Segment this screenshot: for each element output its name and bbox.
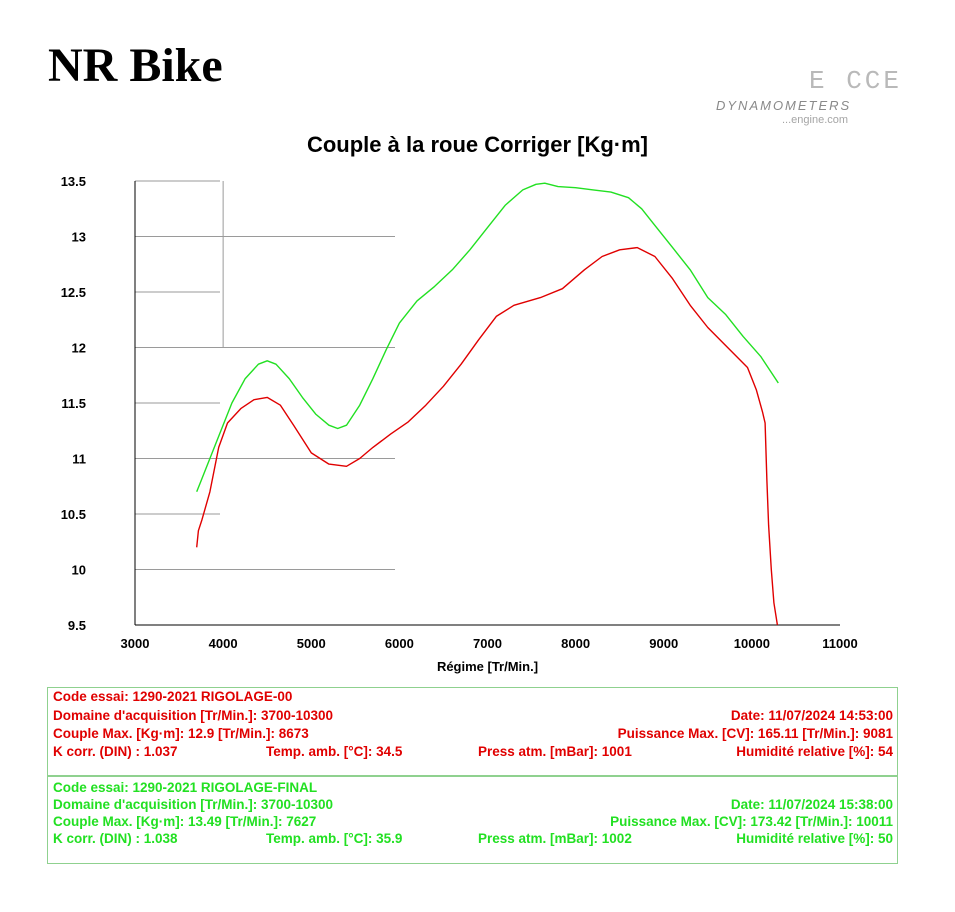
x-tick-labels: 3000 4000 5000 6000 7000 8000 9000 10000 11000 [121, 636, 858, 651]
grid [135, 180, 395, 570]
x-tick-label: 11000 [822, 636, 857, 651]
run2-domain: Domaine d'acquisition [Tr/Min.]: 3700-10… [53, 797, 334, 812]
y-tick-label: 11.5 [61, 396, 86, 411]
x-tick-label: 4000 [209, 636, 238, 651]
logo-dynamometers: DYNAMOMETERS [716, 98, 852, 113]
run2-k-corr: K corr. (DIN) : 1.038 [53, 831, 178, 846]
brand-title: NR Bike [48, 39, 223, 92]
y-tick-labels: 9.5 10 10.5 11 11.5 12 12.5 13 13.5 [61, 174, 86, 633]
series-line-1 [196, 246, 779, 626]
run1-temp: Temp. amb. [°C]: 34.5 [266, 744, 403, 759]
dynamometer-logo: E CCE DYNAMOMETERS ...engine.com [712, 66, 912, 130]
run2-humidity: Humidité relative [%]: 50 [736, 831, 893, 846]
run2-couple-max: Couple Max. [Kg·m]: 13.49 [Tr/Min.]: 762… [53, 814, 317, 829]
y-tick-label: 11 [72, 452, 86, 467]
y-tick-label: 13.5 [61, 174, 86, 189]
series-line-2 [196, 182, 779, 493]
run1-humidity: Humidité relative [%]: 54 [736, 744, 893, 759]
y-tick-label: 9.5 [68, 618, 86, 633]
y-tick-label: 10 [72, 563, 86, 578]
x-tick-label: 3000 [121, 636, 150, 651]
axes [134, 181, 840, 626]
logo-mark: E CCE [808, 66, 902, 96]
run2-date: Date: 11/07/2024 15:38:00 [730, 797, 893, 812]
y-tick-label: 13 [72, 230, 86, 245]
x-tick-label: 10000 [734, 636, 770, 651]
run2-info-box [47, 776, 898, 864]
run1-info-box [47, 687, 898, 776]
run2-temp: Temp. amb. [°C]: 35.9 [266, 831, 403, 846]
x-tick-label: 9000 [649, 636, 678, 651]
run1-k-corr: K corr. (DIN) : 1.037 [53, 744, 178, 759]
x-tick-label: 8000 [561, 636, 590, 651]
run1-power-max: Puissance Max. [CV]: 165.11 [Tr/Min.]: 9… [617, 726, 893, 741]
run2-power-max: Puissance Max. [CV]: 173.42 [Tr/Min.]: 1… [610, 814, 893, 829]
run2-press: Press atm. [mBar]: 1002 [478, 831, 632, 846]
run1-press: Press atm. [mBar]: 1001 [478, 744, 632, 759]
chart-title: Couple à la roue Corriger [Kg·m] [306, 132, 649, 157]
run1-date: Date: 11/07/2024 14:53:00 [730, 708, 893, 723]
run1-couple-max: Couple Max. [Kg·m]: 12.9 [Tr/Min.]: 8673 [53, 726, 309, 741]
x-tick-label: 5000 [297, 636, 326, 651]
series-lines [196, 182, 779, 626]
torque-chart: 9.5 10 10.5 11 11.5 12 12.5 13 13.5 3000 4000 5000… [61, 174, 858, 674]
x-tick-label: 7000 [473, 636, 502, 651]
x-tick-label: 6000 [385, 636, 414, 651]
y-tick-label: 12.5 [61, 285, 86, 300]
y-tick-label: 12 [72, 341, 86, 356]
run2-code: Code essai: 1290-2021 RIGOLAGE-FINAL [53, 780, 318, 795]
y-tick-label: 10.5 [61, 507, 86, 522]
run1-code: Code essai: 1290-2021 RIGOLAGE-00 [53, 689, 293, 704]
logo-website: ...engine.com [782, 114, 849, 126]
x-axis-label: Régime [Tr/Min.] [437, 659, 538, 674]
run1-domain: Domaine d'acquisition [Tr/Min.]: 3700-10… [53, 708, 334, 723]
